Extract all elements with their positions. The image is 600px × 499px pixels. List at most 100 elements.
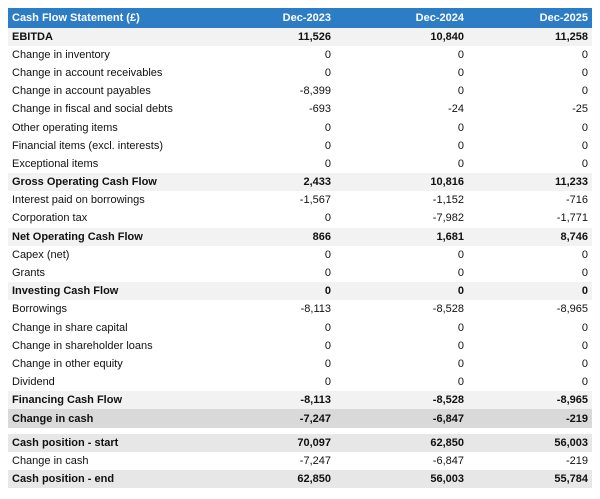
value-cell: -7,247 xyxy=(299,454,331,467)
value-cell: 0 xyxy=(324,48,331,61)
value-cell: Dec-2023 xyxy=(282,11,331,24)
value-cell: 62,850 xyxy=(430,436,464,449)
value-cell: -8,965 xyxy=(556,394,588,407)
row-label: Investing Cash Flow xyxy=(12,285,119,298)
table-row: Change in account payables -8,399 0 0 xyxy=(8,82,592,100)
value-cell: Dec-2024 xyxy=(415,11,464,24)
value-cell: 10,816 xyxy=(430,176,464,189)
value-cell: 0 xyxy=(324,321,331,334)
value-cell: 0 xyxy=(581,267,588,280)
table-row: Change in fiscal and social debts -693 -24… xyxy=(8,100,592,118)
value-cell: 2,433 xyxy=(303,176,331,189)
value-cell: 0 xyxy=(581,376,588,389)
value-cell: 0 xyxy=(457,357,464,370)
row-label: Cash position - start xyxy=(12,436,119,449)
value-cell: 8,746 xyxy=(560,230,588,243)
value-cell: 0 xyxy=(581,66,588,79)
value-cell: 866 xyxy=(312,230,331,243)
value-cell: 62,850 xyxy=(297,473,331,486)
value-cell: 70,097 xyxy=(297,436,331,449)
value-cell: -25 xyxy=(572,103,588,116)
value-cell: 11,233 xyxy=(554,176,588,189)
table-row: Change in inventory 0 0 0 xyxy=(8,46,592,64)
value-cell: -8,528 xyxy=(432,303,464,316)
table-row: Change in cash -7,247 -6,847 -219 xyxy=(8,409,592,428)
table-row: Change in share capital 0 0 0 xyxy=(8,319,592,337)
table-row: Change in cash -7,247 -6,847 -219 xyxy=(8,452,592,470)
value-cell: 0 xyxy=(324,157,331,170)
value-cell: -716 xyxy=(565,194,588,207)
value-cell: 0 xyxy=(324,248,331,261)
table-row: Cash position - start 70,097 62,850 56,003 xyxy=(8,433,592,452)
value-cell: Dec-2025 xyxy=(539,11,588,24)
value-cell: 56,003 xyxy=(430,473,464,486)
value-cell: -24 xyxy=(448,103,464,116)
value-cell: -693 xyxy=(308,103,331,116)
table-row: Borrowings -8,113 -8,528 -8,965 xyxy=(8,300,592,318)
row-label: Other operating items xyxy=(12,121,118,134)
row-label: Change in shareholder loans xyxy=(12,339,153,352)
value-cell: 0 xyxy=(324,267,331,280)
table-row: Dividend 0 0 0 xyxy=(8,373,592,391)
value-cell: 0 xyxy=(581,357,588,370)
value-cell: 0 xyxy=(457,339,464,352)
row-label: Net Operating Cash Flow xyxy=(12,230,143,243)
table-row: Gross Operating Cash Flow 2,433 10,816 11,2… xyxy=(8,173,592,192)
value-cell: 0 xyxy=(324,212,331,225)
value-cell: 0 xyxy=(457,121,464,134)
value-cell: 0 xyxy=(457,139,464,152)
value-cell: -219 xyxy=(565,454,588,467)
value-cell: 11,258 xyxy=(554,30,588,43)
row-label: Change in share capital xyxy=(12,321,128,334)
value-cell: -8,965 xyxy=(556,303,588,316)
value-cell: 0 xyxy=(581,285,588,298)
table-row: Interest paid on borrowings -1,567 -1,152 -… xyxy=(8,191,592,209)
value-cell: 10,840 xyxy=(430,30,464,43)
row-label: Exceptional items xyxy=(12,157,99,170)
table-row: Change in shareholder loans 0 0 0 xyxy=(8,337,592,355)
row-label: Change in inventory xyxy=(12,48,110,61)
table-row: Financing Cash Flow -8,113 -8,528 -8,965 xyxy=(8,391,592,410)
table-row: Exceptional items 0 0 0 xyxy=(8,155,592,173)
table-row: Corporation tax 0 -7,982 -1,771 xyxy=(8,209,592,227)
value-cell: 0 xyxy=(324,376,331,389)
table-row: Financial items (excl. interests) 0 0 0 xyxy=(8,137,592,155)
value-cell: 11,526 xyxy=(297,30,331,43)
row-label: Gross Operating Cash Flow xyxy=(12,176,157,189)
table-row: Cash position - end 62,850 56,003 55,784 xyxy=(8,470,592,489)
table-row: Change in account receivables 0 0 0 xyxy=(8,64,592,82)
table-row: Grants 0 0 0 xyxy=(8,264,592,282)
table-row: Net Operating Cash Flow 866 1,681 8,746 xyxy=(8,227,592,246)
row-label: Financing Cash Flow xyxy=(12,394,123,407)
value-cell: 0 xyxy=(581,157,588,170)
value-cell: 0 xyxy=(457,248,464,261)
table-row: Change in other equity 0 0 0 xyxy=(8,355,592,373)
value-cell: 0 xyxy=(457,321,464,334)
value-cell: -8,113 xyxy=(300,394,331,407)
row-label: Corporation tax xyxy=(12,212,88,225)
value-cell: -8,113 xyxy=(300,303,331,316)
row-label: Capex (net) xyxy=(12,248,70,261)
table-row: Other operating items 0 0 0 xyxy=(8,118,592,136)
value-cell: 0 xyxy=(457,376,464,389)
value-cell: 0 xyxy=(324,285,331,298)
value-cell: -219 xyxy=(565,412,588,425)
row-label: Interest paid on borrowings xyxy=(12,194,145,207)
table-row: EBITDA 11,526 10,840 11,258 xyxy=(8,27,592,46)
value-cell: 55,784 xyxy=(554,473,588,486)
value-cell: -6,847 xyxy=(432,454,464,467)
row-label: Change in cash xyxy=(12,412,94,425)
value-cell: 0 xyxy=(581,48,588,61)
value-cell: -8,528 xyxy=(432,394,464,407)
value-cell: 0 xyxy=(457,85,464,98)
value-cell: -1,567 xyxy=(299,194,331,207)
row-label: Borrowings xyxy=(12,303,68,316)
value-cell: 0 xyxy=(581,139,588,152)
row-label: Financial items (excl. interests) xyxy=(12,139,163,152)
row-label: Dividend xyxy=(12,376,55,389)
value-cell: 0 xyxy=(581,121,588,134)
value-cell: 0 xyxy=(581,248,588,261)
table-row: Investing Cash Flow 0 0 0 xyxy=(8,282,592,301)
row-label: Change in account receivables xyxy=(12,66,163,79)
row-label: Cash Flow Statement (£) xyxy=(12,11,140,24)
